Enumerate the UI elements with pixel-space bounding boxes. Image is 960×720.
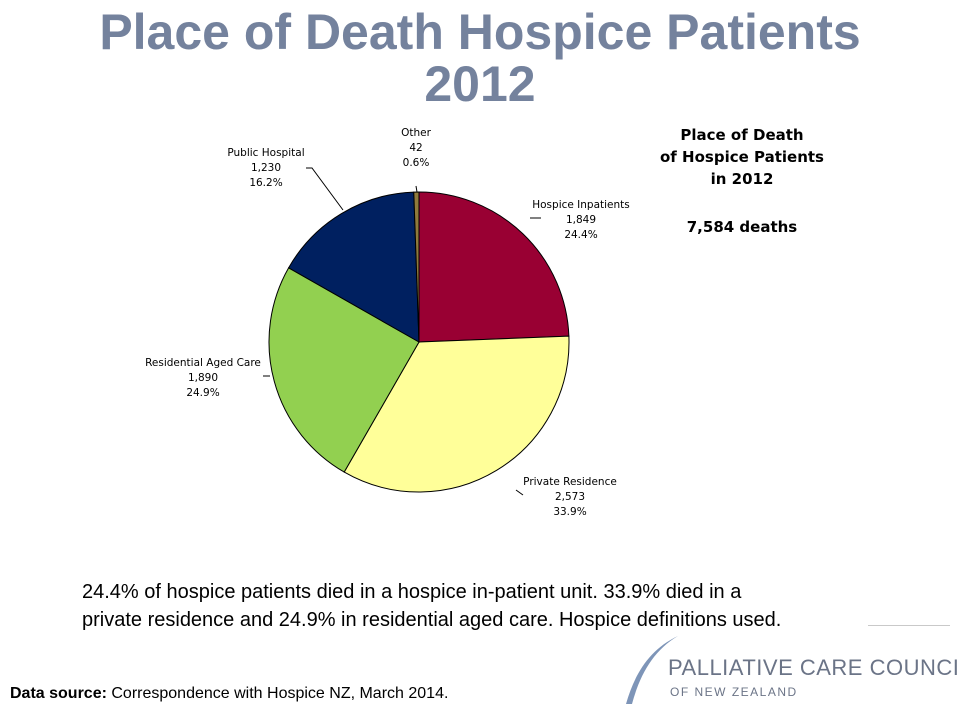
chart-title-line2: of Hospice Patients xyxy=(660,148,824,166)
pie-leader-lines xyxy=(263,167,541,496)
pie-label-percent-private-residence: 33.9% xyxy=(553,506,586,518)
pie-slice-residential-aged-care xyxy=(268,267,420,473)
pie-label-value-residential-aged-care: 1,890 xyxy=(188,372,218,384)
leader-line-private-residence xyxy=(515,489,524,496)
data-source: Data source: Correspondence with Hospice… xyxy=(10,685,448,703)
data-source-text: Correspondence with Hospice NZ, March 20… xyxy=(106,685,449,702)
pie-label-percent-residential-aged-care: 24.9% xyxy=(186,387,219,399)
chart-title-line3: in 2012 xyxy=(710,170,774,188)
summary-line1: 24.4% of hospice patients died in a hosp… xyxy=(82,581,742,603)
chart-title-line1: Place of Death xyxy=(680,126,804,144)
pie-label-value-hospice-inpatients: 1,849 xyxy=(566,214,596,226)
pie-label-value-public-hospital: 1,230 xyxy=(251,162,281,174)
palliative-care-council-logo: PALLIATIVE CARE COUNCIL OF NEW ZEALAND xyxy=(624,628,960,708)
logo-text-line2: OF NEW ZEALAND xyxy=(670,685,798,699)
pie-label-value-other: 42 xyxy=(409,142,422,154)
pie-label-name-other: Other xyxy=(401,127,431,139)
pie-slices xyxy=(268,191,570,493)
leader-line-public-hospital xyxy=(306,167,344,211)
pie-labels: Hospice Inpatients 1,849 24.4% Private Resi… xyxy=(145,127,630,518)
divider-line xyxy=(868,625,950,626)
pie-label-name-public-hospital: Public Hospital xyxy=(227,147,304,159)
pie-label-value-private-residence: 2,573 xyxy=(555,491,585,503)
leader-line-other xyxy=(415,185,418,193)
summary-line2: private residence and 24.9% in residenti… xyxy=(82,609,782,631)
logo-swoosh-icon xyxy=(626,636,678,704)
summary-text: 24.4% of hospice patients died in a hosp… xyxy=(82,578,942,634)
pie-chart: Hospice Inpatients 1,849 24.4% Private Resi… xyxy=(145,127,630,518)
pie-label-name-residential-aged-care: Residential Aged Care xyxy=(145,357,261,369)
logo-text-line1: PALLIATIVE CARE COUNCIL xyxy=(668,655,960,680)
slide-title: Place of Death Hospice Patients 2012 xyxy=(0,6,960,110)
pie-label-percent-other: 0.6% xyxy=(403,157,430,169)
total-deaths-label: 7,584 deaths xyxy=(686,218,798,236)
pie-slice-hospice-inpatients xyxy=(418,191,570,343)
pie-label-percent-public-hospital: 16.2% xyxy=(249,177,282,189)
pie-label-percent-hospice-inpatients: 24.4% xyxy=(564,229,597,241)
slide-title-line1: Place of Death Hospice Patients xyxy=(99,4,861,60)
pie-label-name-private-residence: Private Residence xyxy=(523,476,617,488)
pie-slice-public-hospital xyxy=(287,191,420,343)
chart-box-title: Place of Death of Hospice Patients in 20… xyxy=(612,124,872,190)
data-source-label: Data source: xyxy=(10,685,107,702)
slide-title-line2: 2012 xyxy=(424,56,536,112)
pie-label-name-hospice-inpatients: Hospice Inpatients xyxy=(532,199,630,211)
pie-slice-other xyxy=(413,191,420,343)
